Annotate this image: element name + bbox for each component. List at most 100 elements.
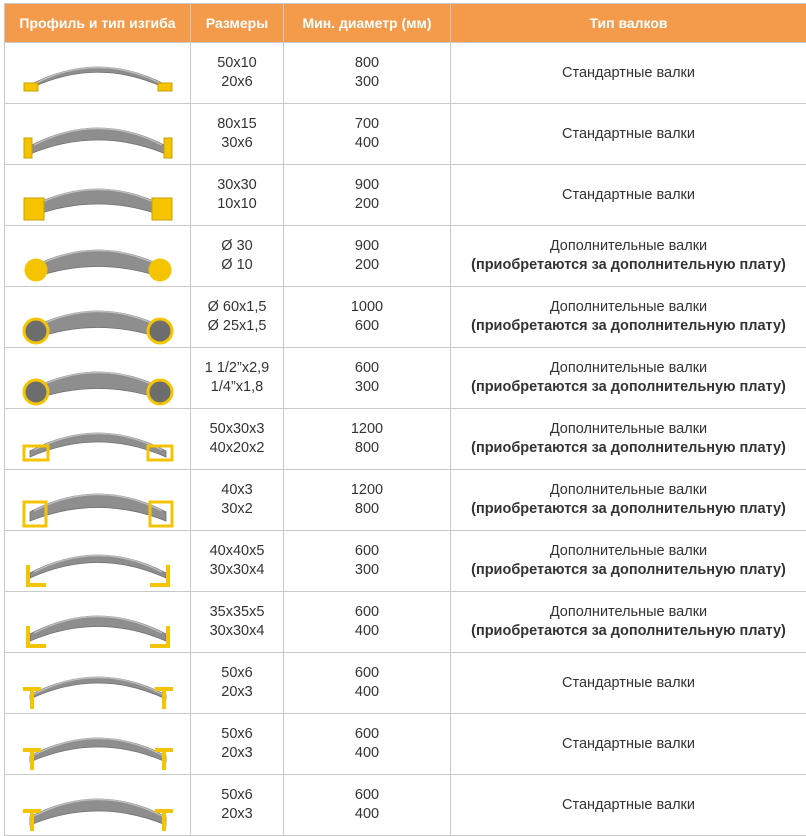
extra-cost-note: (приобретаются за дополнительную плату) xyxy=(451,622,806,641)
profile-cell xyxy=(5,287,191,348)
extra-cost-note: (приобретаются за дополнительную плату) xyxy=(451,256,806,275)
diameter-value: 1000 xyxy=(284,298,450,317)
roller-type-cell: Дополнительные валки(приобретаются за до… xyxy=(451,409,806,470)
round-tube-profile-icon xyxy=(18,287,178,347)
size-value: Ø 30 xyxy=(191,237,283,256)
roller-type-cell: Дополнительные валки(приобретаются за до… xyxy=(451,287,806,348)
roller-type-label: Дополнительные валки xyxy=(451,420,806,439)
roller-type-cell: Дополнительные валки(приобретаются за до… xyxy=(451,531,806,592)
size-value: 20x3 xyxy=(191,805,283,824)
diameter-value: 200 xyxy=(284,195,450,214)
diameter-value: 200 xyxy=(284,256,450,275)
profile-cell xyxy=(5,714,191,775)
diameter-value: 600 xyxy=(284,542,450,561)
t-bar-flange-profile-icon xyxy=(18,775,178,835)
flat-bar-edgewise-profile-icon xyxy=(18,104,178,164)
roller-type-label: Стандартные валки xyxy=(451,125,806,144)
size-value: 80x15 xyxy=(191,115,283,134)
diameter-value: 900 xyxy=(284,176,450,195)
roller-type-label: Стандартные валки xyxy=(451,674,806,693)
header-sizes: Размеры xyxy=(191,4,284,43)
size-value: 50x30x3 xyxy=(191,420,283,439)
size-value: 10x10 xyxy=(191,195,283,214)
diameter-value: 400 xyxy=(284,683,450,702)
roller-type-label: Стандартные валки xyxy=(451,64,806,83)
size-value: 40x40x5 xyxy=(191,542,283,561)
size-value: 50x6 xyxy=(191,725,283,744)
rectangular-tube-profile-icon xyxy=(18,409,178,469)
roller-type-label: Дополнительные валки xyxy=(451,481,806,500)
roller-type-label: Дополнительные валки xyxy=(451,237,806,256)
size-value: 30x30x4 xyxy=(191,561,283,580)
size-value: 20x6 xyxy=(191,73,283,92)
diameter-value: 300 xyxy=(284,378,450,397)
roller-type-cell: Дополнительные валки(приобретаются за до… xyxy=(451,470,806,531)
diameter-value: 600 xyxy=(284,603,450,622)
profile-cell xyxy=(5,348,191,409)
profile-cell xyxy=(5,531,191,592)
angle-outward-profile-icon xyxy=(18,531,178,591)
extra-cost-note: (приобретаются за дополнительную плату) xyxy=(451,317,806,336)
diameter-value: 400 xyxy=(284,805,450,824)
roller-type-label: Дополнительные валки xyxy=(451,359,806,378)
bending-table: Профиль и тип изгиба Размеры Мин. диамет… xyxy=(4,3,806,836)
diameter-value: 700 xyxy=(284,115,450,134)
diameter-value: 600 xyxy=(284,317,450,336)
size-value: 30x2 xyxy=(191,500,283,519)
size-value: 50x6 xyxy=(191,786,283,805)
square-bar-profile-icon xyxy=(18,165,178,225)
roller-type-cell: Стандартные валки xyxy=(451,104,806,165)
roller-type-label: Стандартные валки xyxy=(451,186,806,205)
diameter-value: 600 xyxy=(284,664,450,683)
roller-type-cell: Стандартные валки xyxy=(451,775,806,836)
header-min-diameter: Мин. диаметр (мм) xyxy=(284,4,451,43)
diameter-value: 300 xyxy=(284,561,450,580)
diameter-value: 900 xyxy=(284,237,450,256)
diameter-value: 400 xyxy=(284,622,450,641)
size-value: Ø 25x1,5 xyxy=(191,317,283,336)
diameter-value: 800 xyxy=(284,54,450,73)
diameter-value: 1200 xyxy=(284,481,450,500)
diameter-value: 600 xyxy=(284,786,450,805)
roller-type-label: Дополнительные валки xyxy=(451,603,806,622)
profile-cell xyxy=(5,775,191,836)
roller-type-cell: Дополнительные валки(приобретаются за до… xyxy=(451,226,806,287)
size-value: 50x10 xyxy=(191,54,283,73)
roller-type-cell: Стандартные валки xyxy=(451,165,806,226)
t-bar-inverted-profile-icon xyxy=(18,714,178,774)
angle-inward-profile-icon xyxy=(18,592,178,652)
size-value: 20x3 xyxy=(191,744,283,763)
header-profile: Профиль и тип изгиба xyxy=(5,4,191,43)
diameter-value: 300 xyxy=(284,73,450,92)
roller-type-label: Дополнительные валки xyxy=(451,298,806,317)
diameter-value: 400 xyxy=(284,134,450,153)
t-bar-profile-icon xyxy=(18,653,178,713)
roller-type-cell: Стандартные валки xyxy=(451,43,806,104)
diameter-value: 800 xyxy=(284,500,450,519)
profile-cell xyxy=(5,653,191,714)
roller-type-cell: Дополнительные валки(приобретаются за до… xyxy=(451,348,806,409)
size-value: 35x35x5 xyxy=(191,603,283,622)
extra-cost-note: (приобретаются за дополнительную плату) xyxy=(451,500,806,519)
square-tube-profile-icon xyxy=(18,470,178,530)
